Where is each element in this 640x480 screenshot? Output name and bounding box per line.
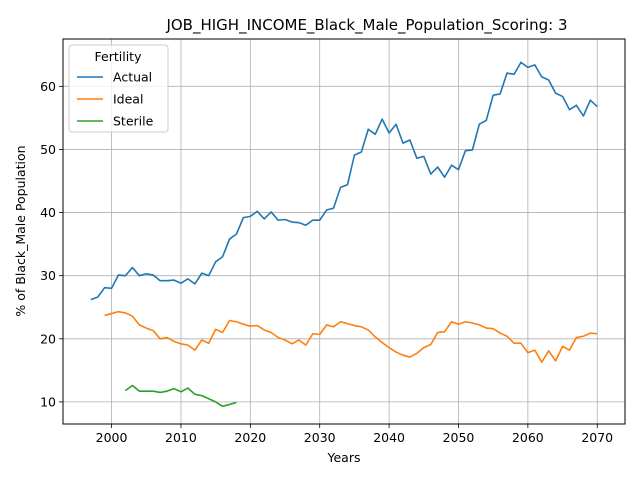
y-tick-label: 40: [40, 205, 56, 220]
series-line-ideal: [104, 310, 598, 363]
legend-label-sterile: Sterile: [113, 114, 154, 129]
chart-title: JOB_HIGH_INCOME_Black_Male_Population_Sc…: [165, 16, 567, 35]
legend-label-ideal: Ideal: [113, 92, 143, 107]
x-axis-ticks: 2000 2010 2020 2030 2040 2050 2060 2070: [96, 424, 613, 445]
grid: [63, 39, 625, 424]
y-tick-label: 30: [40, 268, 56, 283]
legend: Fertility Actual Ideal Sterile: [68, 44, 169, 133]
y-axis-label: % of Black_Male Population: [13, 145, 28, 316]
x-tick-label: 2060: [512, 430, 544, 445]
series-line-sterile: [124, 384, 237, 408]
y-tick-label: 50: [40, 142, 56, 157]
x-tick-label: 2000: [96, 430, 128, 445]
x-tick-label: 2030: [304, 430, 336, 445]
y-tick-label: 20: [40, 331, 56, 346]
series-line-actual: [90, 61, 598, 301]
plot-frame: [62, 38, 626, 425]
y-tick-label: 60: [40, 79, 56, 94]
x-tick-label: 2050: [443, 430, 475, 445]
x-tick-label: 2040: [373, 430, 405, 445]
y-tick-label: 10: [40, 394, 56, 409]
series-lines: [90, 61, 598, 408]
x-tick-label: 2010: [165, 430, 197, 445]
x-tick-label: 2070: [581, 430, 613, 445]
legend-label-actual: Actual: [113, 70, 152, 85]
x-tick-label: 2020: [234, 430, 266, 445]
y-axis-ticks: 10 20 30 40 50 60: [40, 79, 63, 409]
legend-box: [68, 44, 169, 133]
legend-title: Fertility: [95, 49, 143, 64]
x-axis-label: Years: [327, 450, 361, 465]
